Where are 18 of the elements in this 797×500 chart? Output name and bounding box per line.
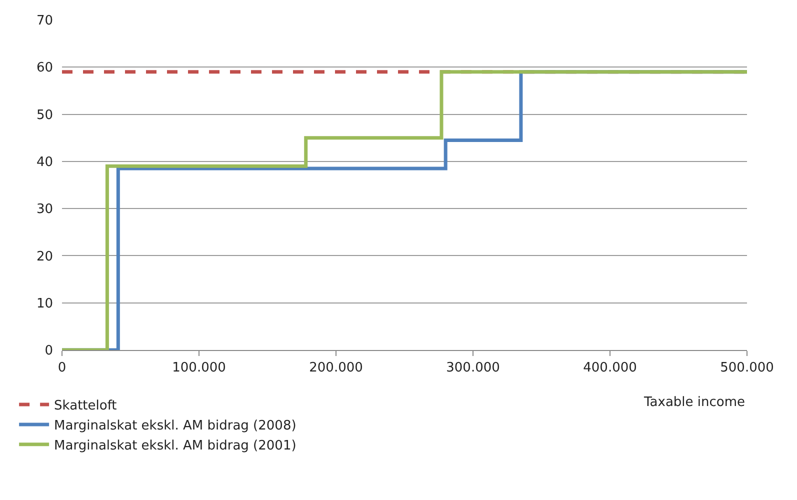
- legend-label: Marginalskat ekskl. AM bidrag (2008): [54, 418, 296, 434]
- y-tick-label: 20: [36, 249, 53, 264]
- y-tick-label: 60: [36, 60, 53, 76]
- y-tick-label: 30: [36, 202, 53, 218]
- x-axis-title: Taxable income: [643, 395, 746, 410]
- y-tick-label: 10: [36, 296, 53, 312]
- x-tick-label: 500.000: [720, 360, 774, 376]
- y-tick-label: 0: [44, 344, 53, 359]
- legend-label: Skatteloft: [54, 398, 117, 414]
- y-tick-label: 50: [36, 108, 53, 123]
- y-tick-label: 70: [36, 14, 53, 29]
- x-tick-label: 300.000: [446, 360, 500, 376]
- x-tick-label: 200.000: [309, 360, 363, 376]
- x-tick-label: 400.000: [583, 360, 637, 376]
- x-tick-label: 0: [58, 360, 66, 376]
- legend-label: Marginalskat ekskl. AM bidrag (2001): [54, 438, 296, 454]
- y-tick-label: 40: [36, 154, 53, 170]
- x-tick-label: 100.000: [172, 360, 226, 376]
